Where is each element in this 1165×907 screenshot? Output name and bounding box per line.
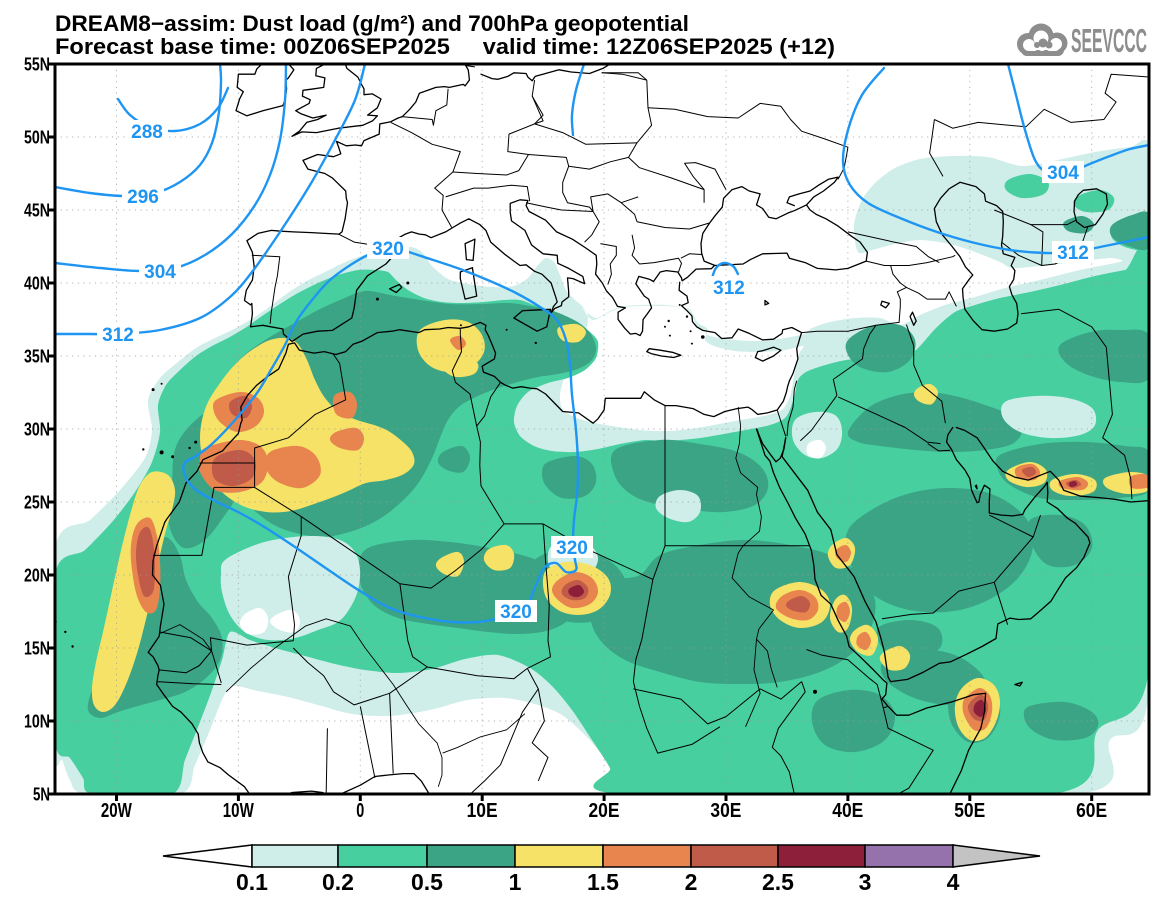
svg-text:296: 296	[127, 187, 159, 208]
svg-text:30E: 30E	[710, 799, 741, 822]
svg-text:60E: 60E	[1076, 799, 1107, 822]
svg-text:SEEVCCC: SEEVCCC	[1071, 22, 1147, 59]
svg-text:15N: 15N	[24, 638, 50, 659]
svg-text:50E: 50E	[954, 799, 985, 822]
svg-text:20W: 20W	[101, 799, 132, 822]
svg-text:1: 1	[509, 869, 522, 895]
svg-text:2.5: 2.5	[762, 869, 794, 895]
svg-text:25N: 25N	[24, 492, 50, 513]
svg-text:0.5: 0.5	[411, 869, 443, 895]
svg-text:0.1: 0.1	[236, 869, 268, 895]
svg-text:20E: 20E	[589, 799, 620, 822]
svg-text:40N: 40N	[24, 273, 50, 294]
svg-text:4: 4	[947, 869, 960, 895]
svg-text:Forecast base time: 00Z06SEP20: Forecast base time: 00Z06SEP2025 valid t…	[55, 34, 835, 59]
svg-text:320: 320	[372, 239, 404, 260]
svg-text:10N: 10N	[24, 711, 50, 732]
svg-text:304: 304	[1047, 163, 1079, 184]
svg-text:10E: 10E	[467, 799, 498, 822]
svg-text:3: 3	[859, 869, 872, 895]
svg-text:288: 288	[131, 122, 163, 143]
svg-text:320: 320	[500, 602, 532, 623]
svg-text:DREAM8−assim: Dust load (g/m²): DREAM8−assim: Dust load (g/m²) and 700hP…	[55, 11, 689, 36]
svg-text:55N: 55N	[24, 54, 50, 75]
svg-text:20N: 20N	[24, 565, 50, 586]
svg-text:35N: 35N	[24, 346, 50, 367]
svg-text:30N: 30N	[24, 419, 50, 440]
svg-text:1.5: 1.5	[587, 869, 619, 895]
svg-text:40E: 40E	[832, 799, 863, 822]
svg-text:45N: 45N	[24, 200, 50, 221]
svg-text:10W: 10W	[223, 799, 254, 822]
svg-text:0.2: 0.2	[322, 869, 354, 895]
svg-text:0: 0	[356, 799, 364, 822]
svg-text:304: 304	[144, 262, 176, 283]
svg-text:2: 2	[685, 869, 698, 895]
svg-text:312: 312	[102, 325, 134, 346]
svg-text:312: 312	[1057, 243, 1089, 264]
svg-text:320: 320	[556, 538, 588, 559]
svg-text:312: 312	[713, 278, 745, 299]
svg-text:50N: 50N	[24, 127, 50, 148]
svg-text:5N: 5N	[33, 784, 50, 805]
